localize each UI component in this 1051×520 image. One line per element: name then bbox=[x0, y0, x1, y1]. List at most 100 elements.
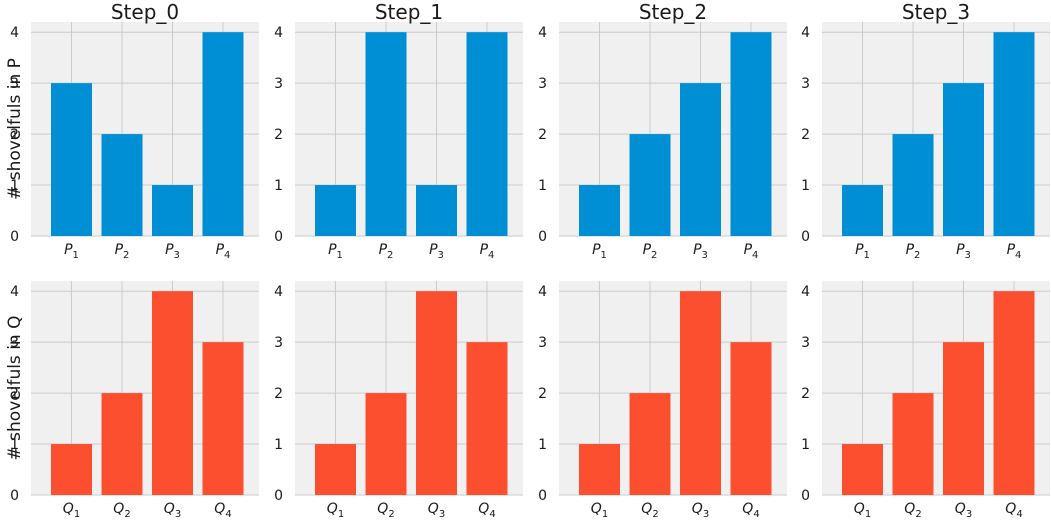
y-tick-label: 0 bbox=[274, 488, 283, 504]
y-tick-label: 0 bbox=[274, 229, 283, 245]
bar-p3 bbox=[416, 185, 457, 236]
x-tick-label: P2 bbox=[906, 242, 921, 261]
subplot-q-2: 0 1 2 3 4 Q1 Q2 Q3 Q4 bbox=[538, 281, 787, 520]
x-tick-label: P2 bbox=[115, 242, 130, 261]
bar-q3 bbox=[680, 291, 721, 495]
y-tick-label: 1 bbox=[274, 437, 283, 453]
x-tick-label: P1 bbox=[328, 242, 343, 261]
y-axis-title: # shovelfuls in P bbox=[5, 58, 25, 200]
y-tick-label: 1 bbox=[10, 437, 19, 453]
x-tick-label: P4 bbox=[480, 242, 495, 261]
x-tick-label: P2 bbox=[379, 242, 394, 261]
subplot-p-1: 0 1 2 3 4 P1 P2 P3 P4 Step_1 bbox=[274, 0, 523, 261]
y-tick-label: 4 bbox=[10, 284, 19, 300]
bar-p1 bbox=[579, 185, 620, 236]
bar-q3 bbox=[152, 291, 193, 495]
y-tick-label: 3 bbox=[538, 335, 547, 351]
subplot-p-3: 0 1 2 3 4 P1 P2 P3 P4 Step_3 bbox=[801, 0, 1050, 261]
x-tick-label: P4 bbox=[216, 242, 231, 261]
y-tick-label: 0 bbox=[801, 229, 810, 245]
x-tick-label: P3 bbox=[693, 242, 708, 261]
x-tick-label: P4 bbox=[744, 242, 759, 261]
y-tick-label: 1 bbox=[538, 178, 547, 194]
x-tick-label: P1 bbox=[592, 242, 607, 261]
bar-p2 bbox=[365, 32, 407, 236]
y-tick-label: 1 bbox=[538, 437, 547, 453]
x-tick-label: Q1 bbox=[854, 501, 871, 520]
y-tick-label: 3 bbox=[538, 76, 547, 92]
subplot-title: Step_3 bbox=[902, 0, 970, 24]
x-tick-label: Q2 bbox=[113, 501, 130, 520]
y-tick-label: 2 bbox=[538, 386, 547, 402]
bar-p4 bbox=[730, 32, 772, 236]
y-tick-label: 2 bbox=[10, 386, 19, 402]
subplot-q-1: 0 1 2 3 4 Q1 Q2 Q3 Q4 bbox=[274, 281, 523, 520]
x-tick-label: Q3 bbox=[164, 501, 181, 520]
bar-p3 bbox=[152, 185, 193, 236]
x-tick-label: Q3 bbox=[692, 501, 709, 520]
bar-p2 bbox=[101, 134, 143, 236]
y-tick-label: 3 bbox=[801, 335, 810, 351]
bar-q2 bbox=[365, 393, 407, 495]
bar-q2 bbox=[101, 393, 143, 495]
bar-p1 bbox=[51, 83, 92, 237]
y-tick-label: 4 bbox=[274, 284, 283, 300]
bar-p1 bbox=[315, 185, 356, 236]
x-tick-label: Q4 bbox=[1005, 501, 1022, 520]
x-tick-label: P3 bbox=[429, 242, 444, 261]
y-tick-label: 3 bbox=[274, 335, 283, 351]
bar-p2 bbox=[892, 134, 934, 236]
y-tick-label: 3 bbox=[274, 76, 283, 92]
x-tick-label: Q3 bbox=[955, 501, 972, 520]
bar-q1 bbox=[842, 444, 883, 495]
y-tick-label: 2 bbox=[10, 127, 19, 143]
subplot-p-2: 0 1 2 3 4 P1 P2 P3 P4 Step_2 bbox=[538, 0, 787, 261]
y-tick-label: 1 bbox=[10, 178, 19, 194]
y-tick-label: 1 bbox=[274, 178, 283, 194]
y-tick-label: 4 bbox=[10, 25, 19, 41]
subplot-p-0: 0 1 2 3 4 P1 P2 P3 P4 Step_0 # shovelfuls in P bbox=[5, 0, 259, 261]
y-tick-label: 4 bbox=[538, 25, 547, 41]
x-tick-label: Q1 bbox=[591, 501, 608, 520]
x-tick-label: P2 bbox=[643, 242, 658, 261]
x-tick-label: Q2 bbox=[377, 501, 394, 520]
bar-q1 bbox=[315, 444, 356, 495]
y-tick-label: 2 bbox=[274, 127, 283, 143]
y-tick-label: 1 bbox=[801, 178, 810, 194]
x-tick-label: Q3 bbox=[428, 501, 445, 520]
bar-p2 bbox=[629, 134, 671, 236]
y-tick-label: 2 bbox=[801, 127, 810, 143]
y-tick-label: 3 bbox=[10, 335, 19, 351]
x-tick-label: P3 bbox=[165, 242, 180, 261]
y-tick-label: 2 bbox=[801, 386, 810, 402]
bar-q4 bbox=[730, 342, 772, 495]
bar-q4 bbox=[202, 342, 244, 495]
y-tick-label: 0 bbox=[538, 488, 547, 504]
x-tick-label: P1 bbox=[855, 242, 870, 261]
y-tick-label: 3 bbox=[801, 76, 810, 92]
y-tick-label: 4 bbox=[274, 25, 283, 41]
bar-p1 bbox=[842, 185, 883, 236]
bar-q2 bbox=[892, 393, 934, 495]
bar-q3 bbox=[416, 291, 457, 495]
x-tick-label: Q1 bbox=[327, 501, 344, 520]
bar-p4 bbox=[993, 32, 1035, 236]
bar-q4 bbox=[466, 342, 508, 495]
y-tick-label: 0 bbox=[10, 488, 19, 504]
bar-q1 bbox=[579, 444, 620, 495]
x-tick-label: Q2 bbox=[641, 501, 658, 520]
bar-p3 bbox=[680, 83, 721, 237]
x-tick-label: Q4 bbox=[478, 501, 495, 520]
x-tick-label: P1 bbox=[64, 242, 79, 261]
subplot-title: Step_1 bbox=[375, 0, 443, 24]
bar-q2 bbox=[629, 393, 671, 495]
subplot-title: Step_2 bbox=[639, 0, 707, 24]
y-tick-label: 4 bbox=[801, 284, 810, 300]
bar-p3 bbox=[943, 83, 984, 237]
bar-q1 bbox=[51, 444, 92, 495]
x-tick-label: Q1 bbox=[63, 501, 80, 520]
bar-p4 bbox=[202, 32, 244, 236]
x-tick-label: P4 bbox=[1007, 242, 1022, 261]
subplot-title: Step_0 bbox=[111, 0, 179, 24]
